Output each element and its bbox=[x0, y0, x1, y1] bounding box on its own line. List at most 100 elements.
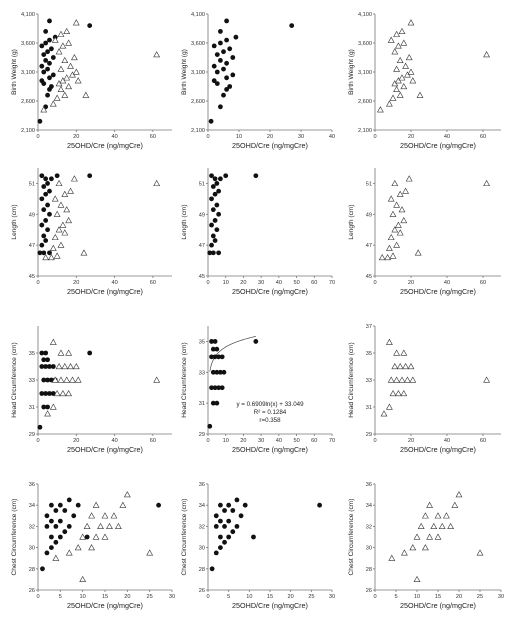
x-tick-label: 20 bbox=[408, 438, 414, 444]
data-point-circle bbox=[218, 104, 223, 110]
data-point-circle bbox=[84, 534, 90, 540]
data-point-circle bbox=[221, 92, 226, 98]
regression-annotation: y = 0.6909ln(x) + 33.049 bbox=[236, 401, 304, 408]
y-tick-label: 3,100 bbox=[191, 70, 205, 76]
data-point-circle bbox=[289, 23, 295, 28]
data-point-triangle bbox=[123, 491, 131, 498]
data-point-circle bbox=[53, 539, 59, 545]
data-point-triangle bbox=[393, 349, 401, 356]
data-point-triangle bbox=[407, 19, 415, 26]
data-point-circle bbox=[43, 191, 49, 197]
data-point-circle bbox=[47, 18, 52, 24]
data-point-triangle bbox=[59, 221, 67, 228]
data-point-triangle bbox=[447, 522, 455, 530]
data-point-circle bbox=[50, 364, 56, 369]
x-tick-label: 60 bbox=[311, 280, 317, 286]
data-point-triangle bbox=[53, 389, 61, 397]
y-tick-label: 36 bbox=[199, 482, 205, 488]
data-point-circle bbox=[213, 550, 219, 556]
x-tick-label: 20 bbox=[73, 280, 79, 286]
y-tick-label: 4,100 bbox=[191, 12, 205, 18]
data-point-circle bbox=[45, 404, 50, 410]
data-point-circle bbox=[50, 72, 56, 78]
y-tick-label: 49 bbox=[29, 212, 35, 218]
data-point-triangle bbox=[400, 82, 408, 90]
data-point-circle bbox=[41, 184, 47, 189]
data-point-triangle bbox=[70, 175, 78, 182]
y-tick-label: 47 bbox=[29, 243, 35, 249]
x-tick-label: 50 bbox=[293, 438, 299, 444]
data-point-triangle bbox=[57, 65, 65, 72]
data-point-triangle bbox=[380, 410, 388, 417]
y-tick-label: 3,600 bbox=[191, 41, 205, 47]
data-point-circle bbox=[57, 502, 63, 508]
data-point-circle bbox=[253, 173, 259, 179]
scatter-panel: 29 31 33 35 37 0 20 40 60 25OHD/Cre (ng/mgCre) Hea… bbox=[348, 324, 501, 454]
data-point-circle bbox=[212, 218, 218, 223]
data-point-triangle bbox=[65, 216, 73, 224]
x-tick-label: 60 bbox=[150, 280, 156, 286]
data-point-triangle bbox=[396, 362, 404, 370]
x-tick-label: 40 bbox=[276, 280, 282, 286]
y-tick-label: 2,100 bbox=[191, 128, 205, 134]
x-tick-label: 20 bbox=[240, 438, 246, 444]
data-point-triangle bbox=[398, 376, 406, 383]
data-point-triangle bbox=[405, 53, 413, 61]
data-point-triangle bbox=[79, 575, 87, 583]
data-point-triangle bbox=[476, 549, 484, 556]
y-tick-label: 2,600 bbox=[358, 99, 372, 105]
y-tick-label: 45 bbox=[199, 274, 205, 280]
data-point-triangle bbox=[414, 249, 422, 256]
data-point-circle bbox=[43, 238, 49, 243]
data-point-triangle bbox=[434, 512, 442, 519]
data-point-triangle bbox=[455, 491, 463, 498]
data-point-triangle bbox=[438, 522, 446, 530]
data-point-circle bbox=[41, 69, 47, 75]
y-tick-label: 35 bbox=[29, 351, 35, 357]
data-point-triangle bbox=[55, 48, 63, 55]
data-point-circle bbox=[39, 350, 45, 356]
data-point-circle bbox=[210, 233, 216, 239]
y-tick-label: 47 bbox=[366, 243, 372, 249]
data-point-circle bbox=[230, 72, 236, 78]
data-point-triangle bbox=[79, 533, 87, 540]
data-point-triangle bbox=[394, 42, 402, 49]
axis-lines bbox=[374, 14, 501, 131]
data-point-circle bbox=[207, 423, 213, 429]
data-point-triangle bbox=[53, 210, 61, 217]
data-point-circle bbox=[218, 40, 223, 46]
data-point-circle bbox=[47, 364, 52, 369]
y-tick-label: 28 bbox=[29, 567, 35, 573]
y-tick-label: 29 bbox=[199, 432, 205, 438]
y-tick-label: 34 bbox=[199, 503, 205, 509]
data-point-circle bbox=[43, 40, 49, 46]
data-point-circle bbox=[230, 55, 236, 60]
x-tick-label: 40 bbox=[444, 280, 450, 286]
data-point-triangle bbox=[61, 91, 69, 98]
data-point-triangle bbox=[67, 62, 74, 69]
data-point-triangle bbox=[67, 187, 74, 194]
data-point-circle bbox=[209, 222, 214, 228]
y-tick-label: 30 bbox=[366, 546, 372, 552]
scatter-panel: 26 28 30 32 34 36 0 5 10 15 20 25 30 25OHD/Cre (ng/mg… bbox=[11, 482, 175, 610]
x-tick-label: 15 bbox=[267, 594, 273, 600]
data-point-triangle bbox=[47, 253, 55, 261]
data-point-circle bbox=[230, 529, 236, 535]
data-point-circle bbox=[39, 242, 45, 248]
data-point-circle bbox=[221, 49, 226, 55]
y-tick-label: 30 bbox=[199, 546, 205, 552]
data-point-triangle bbox=[65, 349, 73, 356]
y-axis-title: Length (cm) bbox=[11, 204, 18, 239]
data-point-triangle bbox=[387, 36, 395, 43]
data-point-triangle bbox=[396, 56, 404, 64]
data-point-circle bbox=[221, 369, 227, 375]
data-point-triangle bbox=[57, 85, 65, 93]
y-tick-label: 32 bbox=[29, 524, 35, 530]
data-point-triangle bbox=[398, 206, 406, 213]
data-point-circle bbox=[226, 518, 232, 524]
x-tick-label: 30 bbox=[298, 134, 304, 140]
data-point-triangle bbox=[72, 19, 80, 26]
data-point-circle bbox=[41, 250, 47, 256]
data-point-circle bbox=[39, 173, 45, 179]
data-point-triangle bbox=[430, 522, 438, 530]
